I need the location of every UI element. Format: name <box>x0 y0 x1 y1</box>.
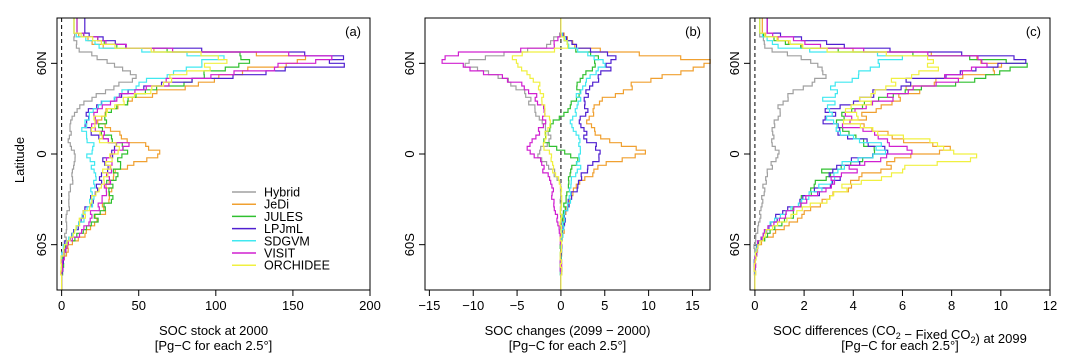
x-tick-label: −15 <box>418 298 440 313</box>
x-tick-label: 8 <box>948 298 955 313</box>
y-tick-label: 60S <box>727 233 742 256</box>
series-line-sdgvm <box>60 18 225 290</box>
x-tick-label: −5 <box>510 298 525 313</box>
legend-label-sdgvm: SDGVM <box>264 234 310 248</box>
y-axis-label: Latitude <box>12 137 27 183</box>
y-tick-label: 0 <box>402 150 417 157</box>
series-line-orchidee <box>60 18 228 290</box>
x-axis-title: SOC stock at 2000 <box>159 323 268 338</box>
legend-label-hybrid: Hybrid <box>264 186 300 200</box>
x-tick-label: 10 <box>994 298 1008 313</box>
series-line-lpjml <box>61 18 345 290</box>
x-tick-label: 0 <box>751 298 758 313</box>
panel-c: 0 2 4 6 8 10 12 60N 0 60S (c) SOC differences (CO2 … <box>727 17 1057 353</box>
series-line-visit <box>441 18 563 290</box>
x-tick-label: 2 <box>800 298 807 313</box>
x-tick-label: 15 <box>685 298 699 313</box>
y-tick-label: 60N <box>34 51 49 75</box>
y-tick-label: 60S <box>402 233 417 256</box>
x-axis-units: [Pg−C for each 2.5°] <box>155 338 273 353</box>
series-line-hybrid <box>464 18 563 290</box>
y-tick-label: 0 <box>727 150 742 157</box>
x-axis-title: SOC differences (CO2 − Fixed CO2) at 209… <box>773 323 1027 346</box>
series-line-hybrid <box>753 18 827 290</box>
x-tick-label: −10 <box>462 298 484 313</box>
series-line-jules <box>61 18 251 290</box>
panel-b: −15 −10 −5 0 5 10 15 60N 0 60S (b) SOC changes (209… <box>402 17 711 353</box>
y-tick-label: 0 <box>34 150 49 157</box>
series-line-jedi <box>61 18 307 290</box>
y-tick-label: 60N <box>727 51 742 75</box>
y-tick-label: 60S <box>34 233 49 256</box>
x-tick-label: 150 <box>282 298 304 313</box>
series-line-jedi <box>559 18 711 290</box>
x-tick-label: 50 <box>131 298 145 313</box>
x-tick-label: 5 <box>601 298 608 313</box>
x-axis-units: [Pg−C for each 2.5°] <box>509 338 627 353</box>
y-tick-label: 60N <box>402 51 417 75</box>
panel-label: (c) <box>1026 24 1041 39</box>
x-axis-title: SOC changes (2099 − 2000) <box>485 323 651 338</box>
x-tick-label: 100 <box>205 298 227 313</box>
series-line-orchidee <box>753 18 978 290</box>
series-line-orchidee <box>511 18 569 290</box>
x-tick-label: 0 <box>58 298 65 313</box>
legend-label-jedi: JeDi <box>264 198 289 212</box>
x-tick-label: 10 <box>641 298 655 313</box>
x-tick-label: 6 <box>899 298 906 313</box>
legend-label-jules: JULES <box>264 210 303 224</box>
x-tick-label: 200 <box>359 298 381 313</box>
series-line-sdgvm <box>753 18 903 290</box>
legend-label-orchidee: ORCHIDEE <box>264 259 330 273</box>
panel-a: 0 50 100 150 200 60N 0 60S (a) SOC stock at 2000[… <box>34 17 381 353</box>
x-tick-label: 0 <box>557 298 564 313</box>
panel-label: (a) <box>345 24 361 39</box>
series-line-hybrid <box>60 18 137 290</box>
series-line-visit <box>754 18 988 290</box>
x-tick-label: 4 <box>850 298 857 313</box>
legend-label-visit: VISIT <box>264 247 296 261</box>
x-axis-units: [Pg−C for each 2.5°] <box>841 338 959 353</box>
x-tick-label: 12 <box>1043 298 1057 313</box>
panel-label: (b) <box>685 24 701 39</box>
legend-label-lpjml: LPJmL <box>264 222 303 236</box>
plot-frame <box>56 17 371 291</box>
series-line-lpjml <box>560 18 617 290</box>
